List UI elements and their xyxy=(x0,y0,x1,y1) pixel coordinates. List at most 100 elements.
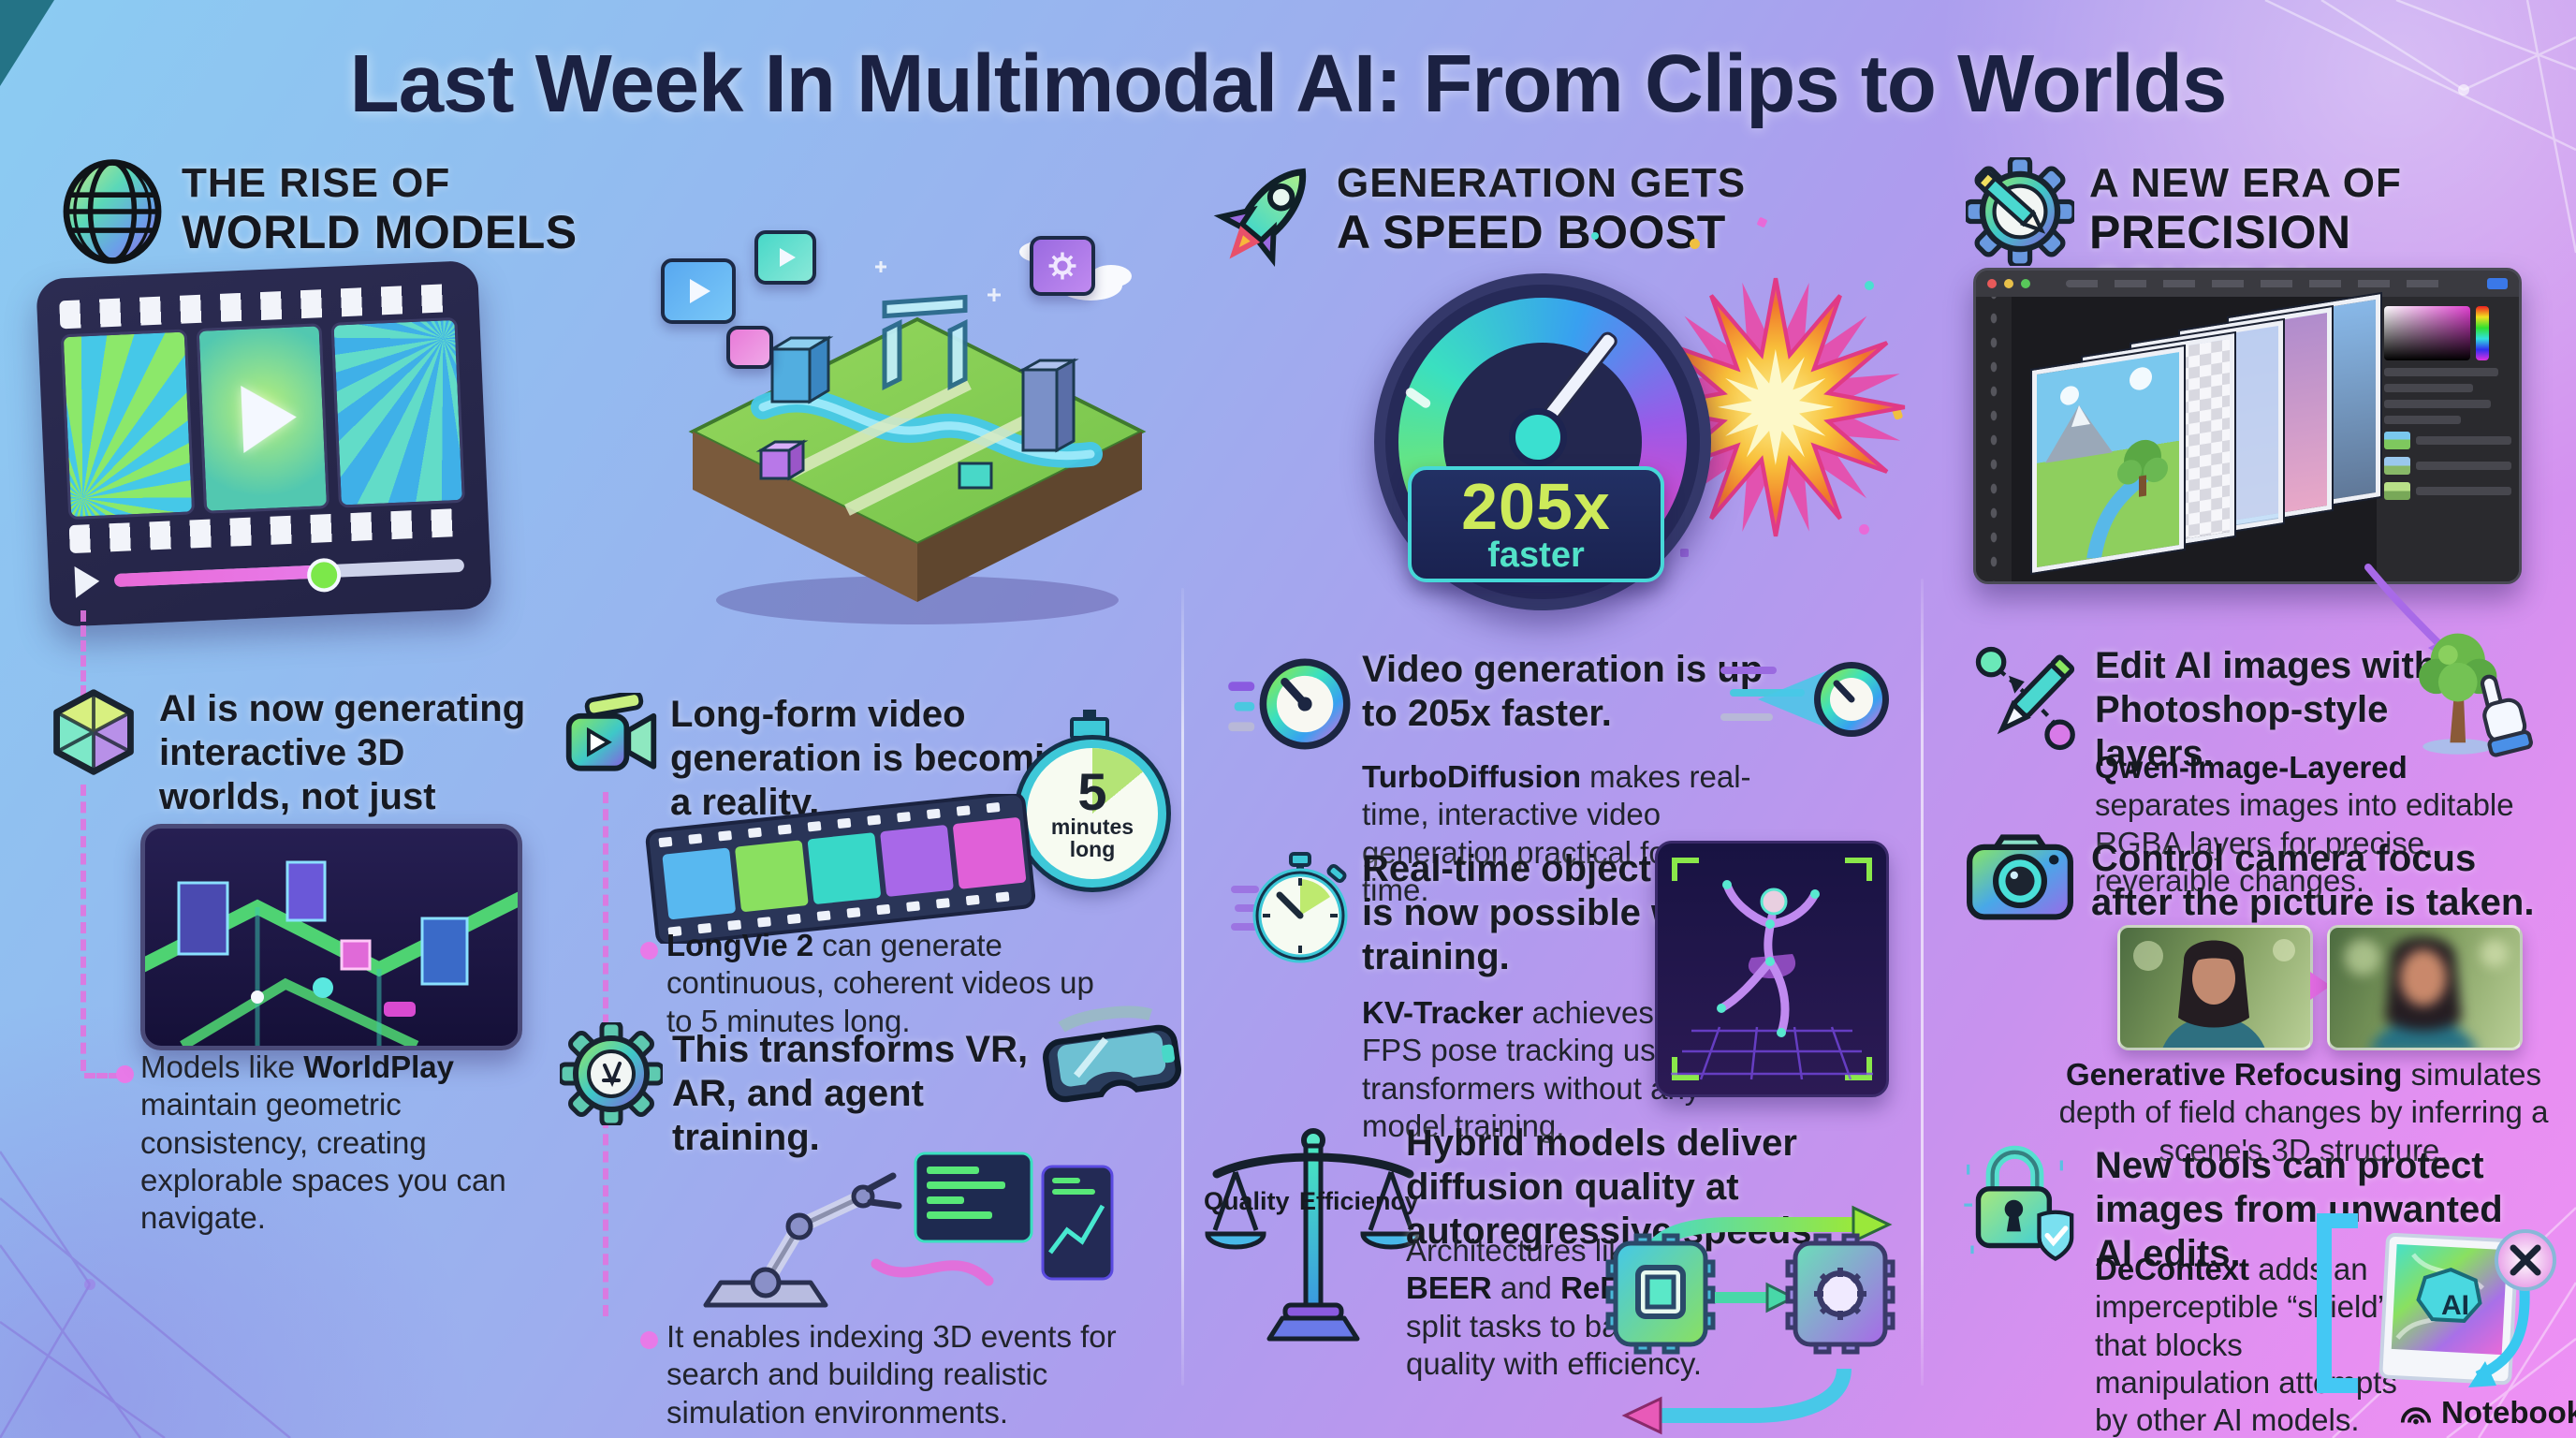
section-header-line1: GENERATION GETS xyxy=(1337,160,1747,206)
speed-label: faster xyxy=(1487,536,1585,576)
gear-pencil-icon xyxy=(1966,157,2074,266)
panel-bar xyxy=(2384,416,2461,424)
gauge-icon xyxy=(1228,658,1351,750)
speeding-gauge-illustration xyxy=(1720,662,1889,737)
canvas-area xyxy=(2012,291,2382,581)
layer-row-bar xyxy=(2416,487,2511,495)
confetti xyxy=(1680,549,1689,557)
section-header-line1: THE RISE OF xyxy=(182,160,451,206)
layer-thumbnail xyxy=(2384,482,2410,500)
protect-caption: DeContext adds an imperceptible “shield”… xyxy=(2095,1252,2397,1437)
connector-line xyxy=(80,785,86,1071)
turbo-caption: TurboDiffusion makes real-time, interact… xyxy=(1362,759,1787,907)
confetti xyxy=(1859,524,1869,535)
progress-knob xyxy=(306,557,342,594)
protect-heading: New tools can protect images from unwant… xyxy=(2095,1145,2503,1274)
chips-cycle-illustration xyxy=(1605,1205,1895,1435)
lock-shield-icon xyxy=(1964,1145,2074,1262)
panel-bar xyxy=(2384,368,2499,376)
progress-fill xyxy=(113,565,318,588)
simulation-caption: It enables indexing 3D events for search… xyxy=(666,1319,1117,1430)
film-strip-illustration xyxy=(645,794,1036,944)
divider-col3-col4 xyxy=(1921,579,1924,1386)
window-body xyxy=(1976,291,2519,581)
world-screenshot-illustration xyxy=(140,824,522,1050)
color-field xyxy=(2384,306,2470,360)
confetti xyxy=(1690,239,1700,249)
layer-landscape xyxy=(2030,344,2186,576)
video-player-illustration xyxy=(36,259,492,628)
refocusing-caption: Generative Refocusing simulates depth of… xyxy=(2058,1057,2549,1167)
rocket-icon xyxy=(1213,168,1307,267)
vr-headset-illustration xyxy=(1043,1005,1181,1103)
ai-badge-label: AI xyxy=(2441,1290,2469,1321)
balance-scale-illustration xyxy=(1205,1128,1422,1342)
player-controls xyxy=(74,550,465,598)
robot-training-illustration xyxy=(703,1152,1114,1308)
film-frame xyxy=(60,329,195,521)
speed-value: 205x xyxy=(1461,469,1611,543)
panel-bar xyxy=(2384,384,2474,392)
tool-strip xyxy=(1976,297,2012,581)
speedometer-panel: 205x faster xyxy=(1408,466,1664,582)
stopwatch-face: 5 minutes long xyxy=(1018,740,1166,888)
section-header-line2: A SPEED BOOST xyxy=(1337,206,1726,259)
stopwatch-button xyxy=(1070,717,1109,740)
photoshop-window-illustration xyxy=(1973,268,2522,584)
cube-tile-icon xyxy=(726,326,773,369)
section-header-world-models: THE RISE OF WORLD MODELS xyxy=(182,160,578,259)
longvie-caption: LongVie 2 can generate continuous, coher… xyxy=(666,928,1094,1038)
layers-caption: Qwen-Image-Layered separates images into… xyxy=(2095,750,2514,898)
window-titlebar xyxy=(1976,271,2519,297)
portrait-blurred xyxy=(2327,925,2523,1050)
close-dot-icon xyxy=(1987,279,1997,288)
section-header-line1: A NEW ERA OF xyxy=(2089,160,2402,206)
section-header-speed-boost: GENERATION GETS A SPEED BOOST xyxy=(1337,160,1747,259)
isometric-world-illustration xyxy=(688,241,1147,624)
notebooklm-watermark: NotebookLM xyxy=(2398,1395,2576,1431)
stopwatch-icon xyxy=(1231,852,1348,963)
layers-heading: Edit AI images with Photoshop-style laye… xyxy=(2095,645,2437,774)
divider-col2-col3 xyxy=(1181,588,1184,1386)
turbo-heading: Video generation is up to 205x faster. xyxy=(1362,649,1764,734)
connector-dot xyxy=(116,1065,134,1083)
color-picker xyxy=(2384,306,2511,360)
film-frame xyxy=(330,316,465,508)
layer-row xyxy=(2384,432,2511,449)
confetti xyxy=(1756,216,1768,228)
cube-icon xyxy=(53,689,134,775)
maximize-dot-icon xyxy=(2021,279,2030,288)
arrow-icon xyxy=(2310,972,2331,1000)
layer-thumbnail xyxy=(2384,457,2410,475)
focus-heading: Control camera focus after the picture i… xyxy=(2091,838,2535,923)
vr-ar-heading: This transforms VR, AR, and agent traini… xyxy=(672,1029,1029,1158)
layer-row xyxy=(2384,457,2511,475)
notebooklm-logo-icon xyxy=(2400,1407,2432,1425)
stopwatch-value: 5 xyxy=(1077,761,1107,821)
world-models-caption: Models like WorldPlay maintain geometric… xyxy=(140,1049,506,1235)
confetti xyxy=(1591,232,1599,240)
play-icon-small xyxy=(74,565,100,598)
pen-tool-icon xyxy=(1975,646,2075,751)
tree-hand-illustration xyxy=(2419,633,2533,757)
stopwatch-label2: long xyxy=(1069,836,1116,861)
tracking-caption: KV-Tracker achieves 30 FPS pose tracking… xyxy=(1362,995,1701,1143)
section-header-line2: WORLD MODELS xyxy=(182,206,578,259)
layer-row-bar xyxy=(2416,436,2511,445)
film-frames xyxy=(60,316,465,521)
hue-strip xyxy=(2476,306,2489,360)
page-title: Last Week In Multimodal AI: From Clips t… xyxy=(349,38,2228,129)
world-models-heading: AI is now generating interactive 3D worl… xyxy=(159,688,526,860)
connector-dot xyxy=(640,942,658,960)
gear-tile-icon xyxy=(1030,236,1095,296)
scale-label-quality: Quality xyxy=(1204,1187,1290,1215)
video-camera-icon xyxy=(565,693,657,771)
play-icon xyxy=(690,279,710,303)
camera-icon xyxy=(1967,834,2073,920)
globe-icon xyxy=(63,159,162,264)
play-icon xyxy=(241,383,299,453)
connector-line xyxy=(84,1073,120,1078)
scale-label-efficiency: Efficiency xyxy=(1299,1187,1419,1215)
watermark-text: NotebookLM xyxy=(2441,1395,2576,1430)
